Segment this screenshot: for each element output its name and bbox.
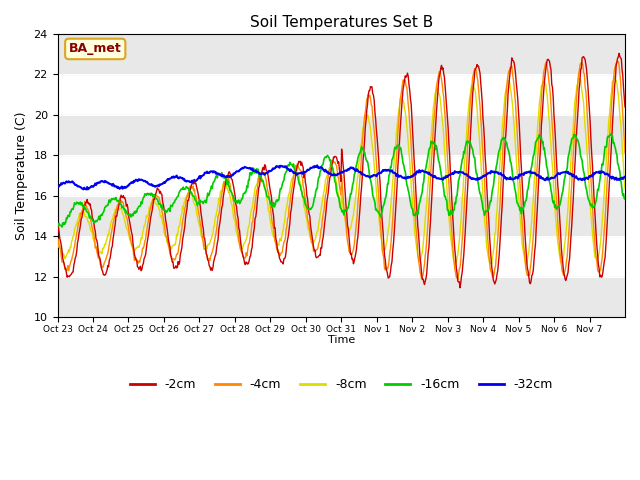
- Text: BA_met: BA_met: [69, 42, 122, 56]
- Y-axis label: Soil Temperature (C): Soil Temperature (C): [15, 111, 28, 240]
- X-axis label: Time: Time: [328, 335, 355, 345]
- Bar: [58, 34, 625, 74]
- Title: Soil Temperatures Set B: Soil Temperatures Set B: [250, 15, 433, 30]
- Legend: -2cm, -4cm, -8cm, -16cm, -32cm: -2cm, -4cm, -8cm, -16cm, -32cm: [125, 373, 558, 396]
- Bar: [58, 276, 625, 317]
- Bar: [58, 115, 625, 156]
- Bar: [58, 196, 625, 236]
